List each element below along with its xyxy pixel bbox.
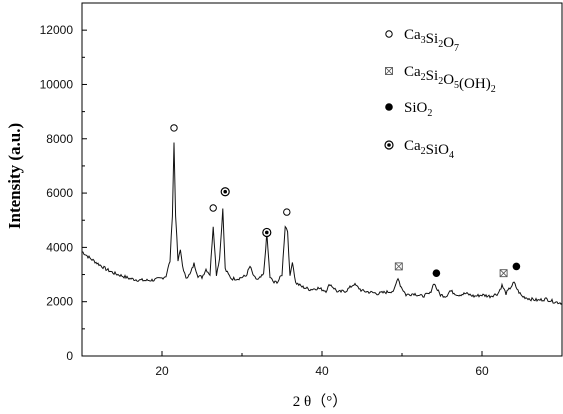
y-axis-label: Intensity (a.u.)	[5, 123, 24, 229]
legend-marker-open-circle	[385, 30, 393, 38]
legend-label-subscript: 2	[491, 84, 496, 95]
y-tick-label: 10000	[40, 77, 74, 91]
legend-label-text: Ca	[404, 27, 421, 43]
dotted-circle-dot	[265, 230, 269, 235]
dotted-circle-dot	[387, 143, 391, 147]
xrd-pattern-line	[81, 142, 563, 306]
peak-marker-filled-circle	[432, 269, 441, 277]
y-tick-label: 8000	[46, 132, 73, 146]
legend-label: Ca3Si2O7	[404, 27, 459, 54]
y-tick-label: 6000	[46, 186, 73, 200]
legend-label-text: O	[443, 35, 454, 51]
legend-label-subscript: 3	[421, 35, 426, 46]
crossed-square-diag	[499, 269, 508, 277]
axes	[81, 2, 563, 357]
open-circle-shape	[209, 204, 217, 212]
y-tick-label: 4000	[46, 240, 73, 254]
crossed-square-diag	[395, 262, 403, 271]
y-tick-label: 12000	[40, 23, 74, 37]
peak-marker-open-circle	[209, 204, 217, 212]
legend-label-subscript: 2	[421, 146, 426, 157]
filled-circle-shape	[512, 262, 521, 271]
legend-label-text: Ca	[404, 138, 421, 154]
y-tick-label: 0	[66, 349, 73, 363]
legend-label-text: (OH)	[459, 76, 491, 92]
open-circle-shape	[283, 208, 291, 216]
crossed-square-diag	[385, 67, 393, 75]
x-tick-label: 40	[315, 364, 329, 378]
plot-frame	[81, 2, 563, 357]
ticks: 0 2000 4000 6000 8000 10000 12000 20 40 60	[40, 23, 563, 378]
legend-label-subscript: 2	[438, 39, 443, 50]
legend-marker-crossed-square	[385, 67, 393, 75]
legend-label-text: Si	[426, 31, 439, 47]
legend-marker-dotted-circle	[384, 140, 394, 150]
series	[81, 142, 563, 306]
legend-item: Ca2SiO4	[384, 138, 454, 161]
open-circle-shape	[385, 30, 393, 38]
legend-label: Ca2SiO4	[404, 138, 454, 161]
open-circle-shape	[170, 124, 178, 132]
legend-label-subscript: 2	[438, 76, 443, 87]
legend-label-subscript: 5	[454, 80, 459, 91]
peak-marker-crossed-square	[394, 262, 403, 271]
peak-marker-open-circle	[170, 124, 178, 132]
dotted-circle-dot	[223, 189, 227, 194]
legend-label-subscript: 7	[454, 43, 459, 54]
legend-label-text: O	[443, 72, 454, 88]
legend-item: SiO2	[385, 100, 432, 119]
legend-label-subscript: 2	[421, 72, 426, 83]
legend-label-text: Ca	[404, 64, 421, 80]
legend-label: Ca2Si2O5(OH)2	[404, 64, 496, 95]
legend-label-text: SiO	[404, 100, 428, 116]
peak-marker-filled-circle	[512, 262, 521, 271]
legend-label-text: SiO	[426, 142, 450, 158]
peak-marker-open-circle	[283, 208, 291, 216]
legend-item: Ca3Si2O7	[385, 27, 459, 54]
x-tick-label: 60	[475, 364, 489, 378]
peak-marker-dotted-circle	[262, 227, 272, 238]
peak-marker-crossed-square	[499, 269, 508, 278]
legend-label: SiO2	[404, 100, 432, 119]
legend-marker-filled-circle	[385, 103, 393, 111]
legend-label-subscript: 4	[449, 150, 454, 161]
y-tick-label: 2000	[46, 295, 73, 309]
x-tick-label: 20	[155, 364, 169, 378]
filled-circle-shape	[432, 269, 441, 277]
peak-annotations	[170, 124, 521, 278]
filled-circle-shape	[385, 103, 393, 111]
peak-marker-dotted-circle	[220, 187, 230, 197]
legend-label-subscript: 2	[427, 108, 432, 119]
legend-label-text: Si	[426, 68, 439, 84]
x-axis-label: 2 θ（°）	[293, 393, 347, 410]
legend-item: Ca2Si2O5(OH)2	[385, 64, 496, 95]
